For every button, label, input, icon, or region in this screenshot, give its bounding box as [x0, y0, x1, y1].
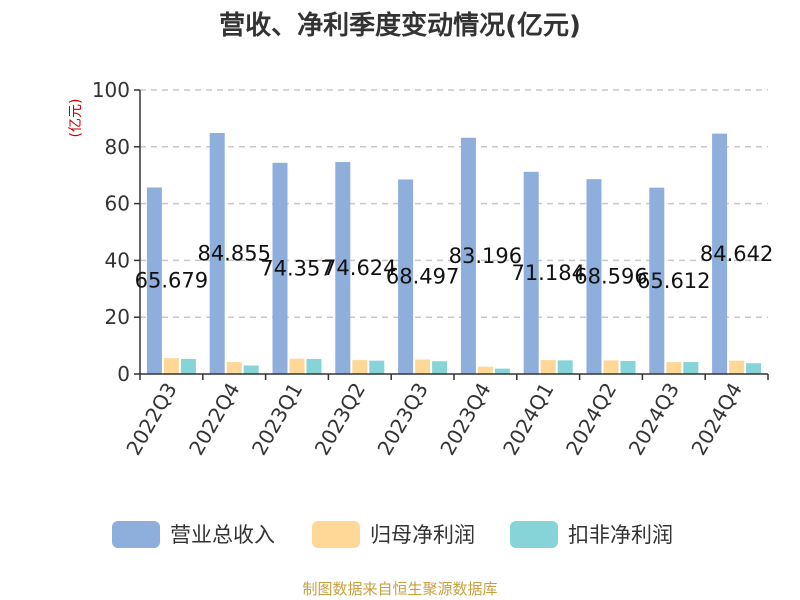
x-tick-label: 2024Q2: [561, 379, 621, 460]
bar-3[interactable]: [746, 363, 762, 374]
bar-1[interactable]: [649, 187, 665, 374]
x-tick-label: 2023Q3: [372, 379, 432, 460]
legend-swatch[interactable]: [510, 521, 558, 548]
x-tick-label: 2022Q4: [184, 379, 244, 460]
bar-2[interactable]: [477, 366, 493, 374]
x-tick-label: 2023Q4: [435, 379, 495, 460]
bar-1[interactable]: [209, 133, 225, 374]
legend-label[interactable]: 归母净利润: [370, 523, 475, 547]
bar-3[interactable]: [683, 362, 699, 374]
grid: [140, 89, 768, 318]
bar-2[interactable]: [540, 360, 556, 374]
x-tick-label: 2024Q4: [686, 379, 746, 460]
bar-2[interactable]: [352, 360, 368, 374]
y-tick-label: 20: [105, 305, 130, 329]
data-label: 83.196: [449, 244, 522, 268]
legend-label[interactable]: 营业总收入: [170, 523, 275, 547]
data-label: 74.624: [323, 256, 396, 280]
data-labels: 65.679 84.85574.35774.62468.49783.19671.1…: [135, 242, 774, 293]
chart-title: 营收、净利季度变动情况(亿元): [219, 10, 581, 41]
bar-2[interactable]: [729, 360, 745, 374]
y-tick-label: 80: [105, 135, 130, 159]
bar-2[interactable]: [666, 362, 682, 374]
data-label: 68.596: [574, 265, 647, 289]
bar-3[interactable]: [432, 361, 448, 374]
y-axis-label: (亿元): [68, 99, 84, 138]
data-label: 65.679: [135, 269, 208, 293]
bar-3[interactable]: [306, 358, 322, 374]
bar-2[interactable]: [163, 358, 179, 374]
bar-3[interactable]: [620, 360, 636, 374]
data-label: 71.184: [511, 261, 584, 285]
legend-swatch[interactable]: [112, 521, 160, 548]
source-note: 制图数据来自恒生聚源数据库: [302, 580, 497, 598]
bar-1[interactable]: [460, 137, 476, 374]
bar-1[interactable]: [146, 187, 162, 374]
x-ticks: 2022Q3 2022Q4 2023Q1 2023Q2 2023Q3 2023Q4 2024…: [121, 374, 769, 460]
bar-1[interactable]: [335, 162, 351, 374]
y-tick-label: 60: [105, 192, 130, 216]
bar-2[interactable]: [415, 359, 431, 374]
bar-2[interactable]: [226, 362, 242, 374]
y-ticks: 0 20 40 60 80 100: [92, 78, 140, 386]
data-label: 68.497: [386, 265, 459, 289]
x-tick-label: 2023Q1: [247, 379, 307, 460]
bar-3[interactable]: [557, 360, 573, 374]
legend-swatch[interactable]: [312, 521, 360, 548]
bar-2[interactable]: [289, 358, 305, 374]
x-tick-label: 2023Q2: [310, 379, 370, 460]
axes: [139, 90, 768, 375]
x-tick-label: 2024Q3: [624, 379, 684, 460]
bar-1[interactable]: [398, 179, 414, 374]
data-label: 65.612: [637, 269, 710, 293]
y-tick-label: 100: [92, 78, 130, 102]
legend-label[interactable]: 扣非净利润: [568, 523, 673, 547]
data-label: 84.642: [700, 242, 773, 266]
bar-1[interactable]: [712, 133, 728, 374]
data-label: 74.357: [260, 256, 333, 280]
x-tick-label: 2024Q1: [498, 379, 558, 460]
y-tick-label: 40: [105, 248, 130, 272]
bar-3[interactable]: [243, 365, 259, 374]
y-tick-label: 0: [117, 362, 130, 386]
bar-1[interactable]: [586, 179, 602, 374]
bar-3[interactable]: [180, 358, 196, 374]
bar-3[interactable]: [369, 360, 385, 374]
data-label: 84.855: [197, 242, 270, 266]
bars: [146, 133, 762, 374]
bar-1[interactable]: [272, 162, 288, 374]
bar-1[interactable]: [523, 171, 539, 374]
x-tick-label: 2022Q3: [121, 379, 181, 460]
bar-2[interactable]: [603, 360, 619, 374]
bar-3[interactable]: [494, 368, 510, 374]
legend[interactable]: 营业总收入 归母净利润 扣非净利润: [112, 521, 673, 548]
